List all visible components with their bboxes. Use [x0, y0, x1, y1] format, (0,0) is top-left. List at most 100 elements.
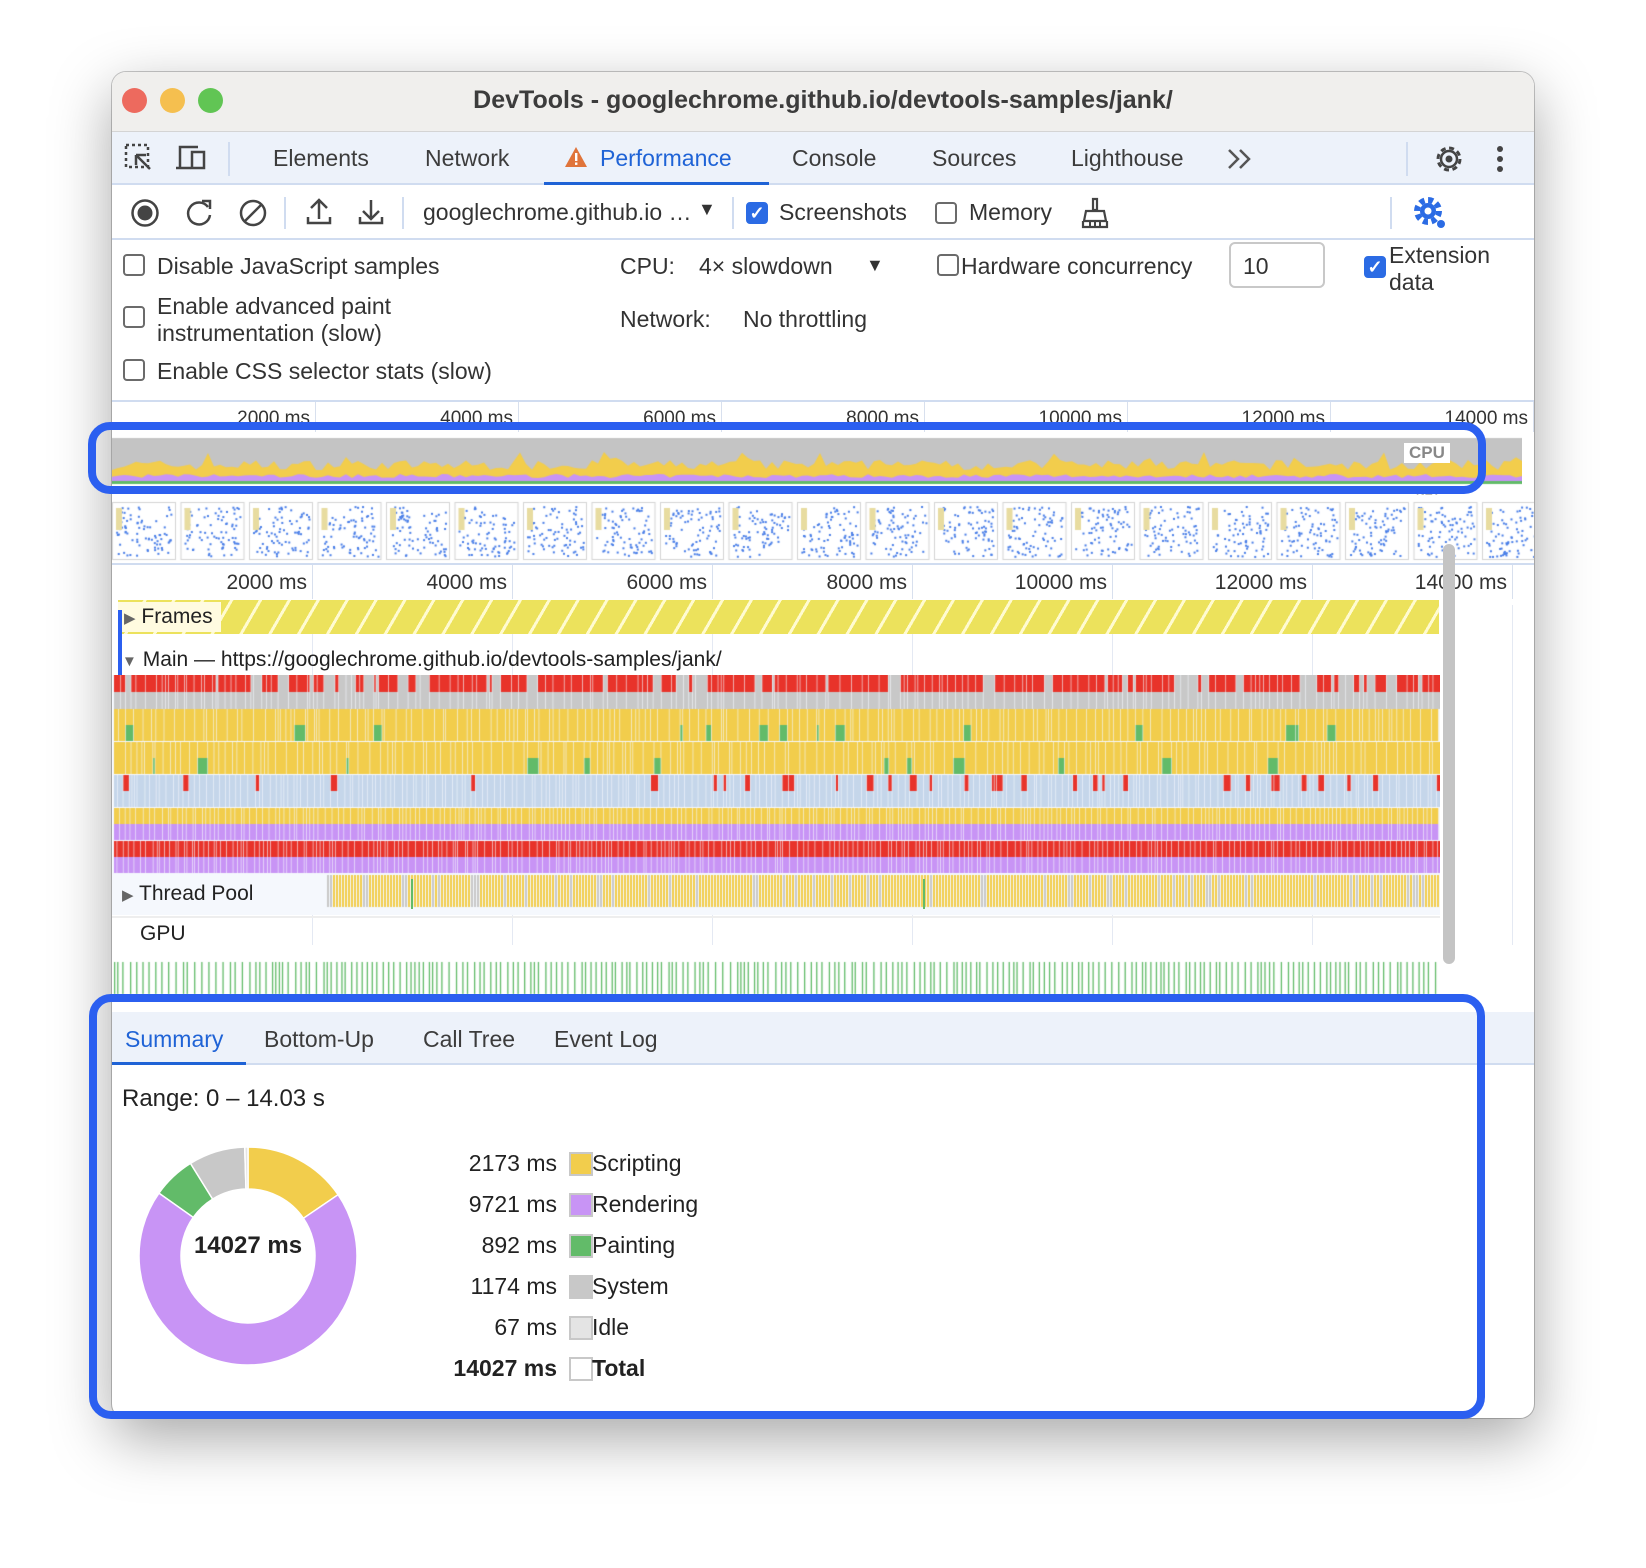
frames-track-header[interactable]: ▶ Frames	[118, 602, 221, 632]
tab-summary[interactable]: Summary	[125, 1026, 224, 1052]
thread-pool-label: Thread Pool	[139, 882, 254, 905]
warning-icon	[565, 147, 587, 167]
css-selector-stats-checkbox[interactable]	[123, 359, 145, 381]
cpu-chart-highlight	[88, 422, 1486, 494]
legend-label: Scripting	[592, 1150, 682, 1176]
legend-label: Rendering	[592, 1191, 699, 1217]
legend-value: 14027 ms	[453, 1355, 557, 1381]
ruler-tick-label: 4000 ms	[426, 571, 507, 594]
timeline-ruler: 2000 ms 4000 ms 6000 ms 8000 ms 10000 ms 1200…	[112, 565, 1513, 599]
summary-donut-chart	[138, 1146, 358, 1366]
legend-value: 9721 ms	[468, 1191, 557, 1217]
minimize-window-button[interactable]	[160, 88, 185, 113]
clear-icon[interactable]	[238, 198, 268, 228]
gpu-track[interactable]	[112, 960, 1440, 996]
expand-triangle-icon: ▶	[122, 887, 134, 904]
expand-triangle-icon: ▶	[124, 610, 136, 627]
advanced-paint-checkbox[interactable]	[123, 306, 145, 328]
gpu-track-label: GPU	[136, 922, 190, 946]
main-thread-flame-chart[interactable]	[112, 675, 1440, 915]
collapse-triangle-icon: ▼	[122, 653, 137, 670]
inspect-element-icon[interactable]	[124, 143, 154, 173]
hardware-concurrency-label: Hardware concurrency	[961, 253, 1193, 279]
download-icon[interactable]	[356, 197, 386, 227]
tab-console[interactable]: Console	[792, 145, 877, 171]
active-tab-indicator	[112, 1062, 246, 1065]
panel-tab-bar: Elements Network Performance Console Sou…	[112, 132, 1534, 185]
device-toolbar-icon[interactable]	[174, 143, 208, 173]
timeline-scrollbar[interactable]	[1443, 544, 1455, 964]
donut-slice-idle	[243, 1146, 249, 1190]
tab-event-log[interactable]: Event Log	[554, 1026, 658, 1052]
ruler-tick-label: 8000 ms	[826, 571, 907, 594]
upload-icon[interactable]	[304, 197, 334, 227]
tab-network[interactable]: Network	[425, 145, 510, 171]
thread-pool-event[interactable]	[411, 879, 413, 909]
ruler-tick-label: 2000 ms	[226, 571, 307, 594]
legend-swatch	[569, 1152, 593, 1176]
screenshots-checkbox[interactable]: ✓	[746, 202, 768, 224]
hardware-concurrency-checkbox[interactable]	[937, 254, 959, 276]
legend-swatch	[569, 1193, 593, 1217]
ruler-tick-label: 14000 ms	[1414, 571, 1507, 594]
disable-js-samples-checkbox[interactable]	[123, 254, 145, 276]
thread-pool-event[interactable]	[923, 879, 925, 909]
legend-swatch	[569, 1316, 593, 1340]
legend-swatch	[569, 1234, 593, 1258]
frames-track[interactable]	[118, 600, 1439, 634]
cpu-activity-graph[interactable]	[112, 436, 1522, 486]
tab-performance[interactable]: Performance	[600, 145, 732, 171]
garbage-collect-broom-icon[interactable]	[1080, 197, 1110, 229]
cpu-dropdown-arrow-icon[interactable]: ▼	[866, 255, 884, 275]
tab-call-tree[interactable]: Call Tree	[423, 1026, 516, 1052]
recording-url-select[interactable]: googlechrome.github.io …	[423, 199, 692, 225]
cpu-throttle-select[interactable]: 4× slowdown	[699, 253, 833, 279]
network-throttle-label: Network:	[620, 306, 711, 332]
kebab-menu-icon[interactable]	[1494, 144, 1506, 174]
settings-gear-icon[interactable]	[1432, 142, 1466, 176]
ruler-tick-label: 10000 ms	[1014, 571, 1107, 594]
legend-label: Painting	[592, 1232, 676, 1258]
tab-elements[interactable]: Elements	[273, 145, 369, 171]
extension-data-label-2: data	[1389, 269, 1434, 295]
memory-label: Memory	[969, 199, 1053, 225]
extension-data-label-1: Extension	[1389, 242, 1491, 268]
hardware-concurrency-input[interactable]: 10	[1229, 242, 1325, 288]
legend-swatch	[569, 1357, 593, 1381]
record-icon[interactable]	[130, 198, 160, 228]
donut-total-label: 14027 ms	[193, 1232, 303, 1259]
main-thread-header[interactable]: ▼ Main — https://googlechrome.github.io/…	[122, 648, 722, 672]
more-tabs-icon[interactable]	[1226, 147, 1254, 171]
advanced-paint-label-2: instrumentation (slow)	[157, 320, 382, 346]
capture-settings-gear-icon[interactable]	[1412, 195, 1448, 231]
window-title: DevTools - googlechrome.github.io/devtoo…	[473, 86, 1173, 114]
range-label: Range: 0 – 14.03 s	[122, 1085, 325, 1112]
screenshots-label: Screenshots	[779, 199, 907, 225]
dropdown-arrow-icon[interactable]: ▼	[698, 199, 716, 219]
legend-swatch	[569, 1275, 593, 1299]
extension-data-checkbox[interactable]: ✓	[1364, 256, 1386, 278]
memory-checkbox[interactable]	[935, 202, 957, 224]
legend-value: 67 ms	[494, 1314, 557, 1340]
legend-label: System	[592, 1273, 669, 1299]
thread-pool-track-header[interactable]: ▶ Thread Pool	[122, 882, 253, 906]
advanced-paint-label-1: Enable advanced paint	[157, 293, 392, 319]
tab-lighthouse[interactable]: Lighthouse	[1071, 145, 1184, 171]
legend-value: 2173 ms	[468, 1150, 557, 1176]
tab-sources[interactable]: Sources	[932, 145, 1017, 171]
devtools-window: DevTools - googlechrome.github.io/devtoo…	[112, 72, 1534, 1418]
screenshots-filmstrip[interactable]	[112, 500, 1534, 562]
disable-js-samples-label: Disable JavaScript samples	[157, 253, 440, 279]
close-window-button[interactable]	[122, 88, 147, 113]
css-selector-stats-label: Enable CSS selector stats (slow)	[157, 358, 492, 384]
maximize-window-button[interactable]	[198, 88, 223, 113]
cpu-throttle-label: CPU:	[620, 253, 675, 279]
frames-label: Frames	[141, 605, 213, 628]
reload-record-icon[interactable]	[184, 198, 214, 228]
active-tab-indicator	[544, 182, 769, 185]
legend-label: Total	[592, 1355, 646, 1381]
network-throttle-select[interactable]: No throttling	[743, 306, 868, 332]
ruler-tick-label: 12000 ms	[1214, 571, 1307, 594]
main-thread-label: Main — https://googlechrome.github.io/de…	[142, 648, 722, 671]
tab-bottom-up[interactable]: Bottom-Up	[264, 1026, 374, 1052]
